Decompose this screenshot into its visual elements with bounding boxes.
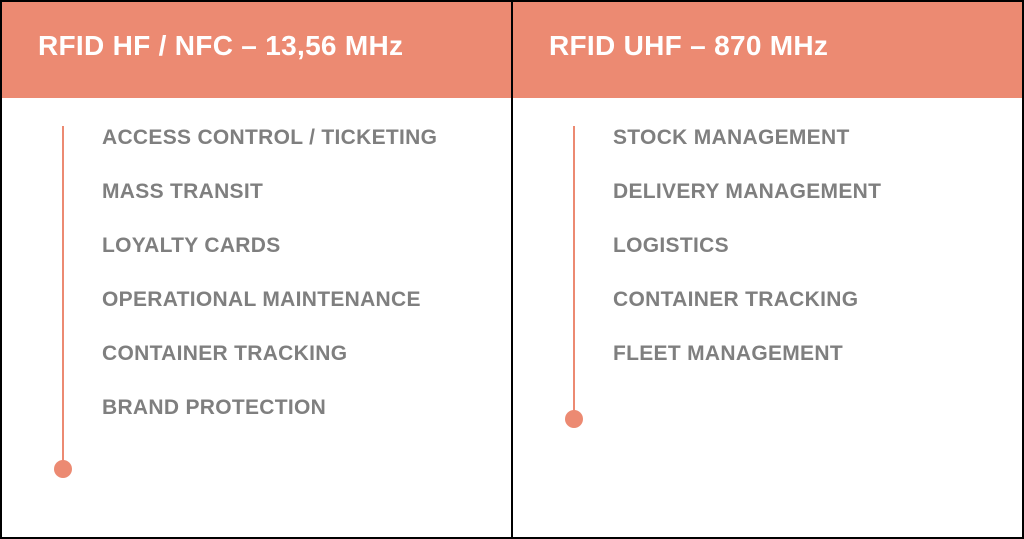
column-left: RFID HF / NFC – 13,56 MHz ACCESS CONTROL… [0,0,512,539]
list-item: DELIVERY MANAGEMENT [613,180,1022,204]
list-item: CONTAINER TRACKING [102,342,511,366]
list-item: LOGISTICS [613,234,1022,258]
list-item: MASS TRANSIT [102,180,511,204]
timeline-line-right [573,126,575,416]
timeline-line-left [62,126,64,466]
timeline-dot-left [54,460,72,478]
list-item: OPERATIONAL MAINTENANCE [102,288,511,312]
list-item: FLEET MANAGEMENT [613,342,1022,366]
list-item: CONTAINER TRACKING [613,288,1022,312]
column-header-left: RFID HF / NFC – 13,56 MHz [2,2,511,98]
item-list-right: STOCK MANAGEMENT DELIVERY MANAGEMENT LOGIS… [613,126,1022,366]
list-item: LOYALTY CARDS [102,234,511,258]
column-body-left: ACCESS CONTROL / TICKETING MASS TRANSIT LO… [2,98,511,537]
list-item: ACCESS CONTROL / TICKETING [102,126,511,150]
column-right: RFID UHF – 870 MHz STOCK MANAGEMENT DELIV… [512,0,1024,539]
column-header-right: RFID UHF – 870 MHz [513,2,1022,98]
item-list-left: ACCESS CONTROL / TICKETING MASS TRANSIT LO… [102,126,511,420]
column-body-right: STOCK MANAGEMENT DELIVERY MANAGEMENT LOGIS… [513,98,1022,537]
list-item: STOCK MANAGEMENT [613,126,1022,150]
list-item: BRAND PROTECTION [102,396,511,420]
timeline-dot-right [565,410,583,428]
